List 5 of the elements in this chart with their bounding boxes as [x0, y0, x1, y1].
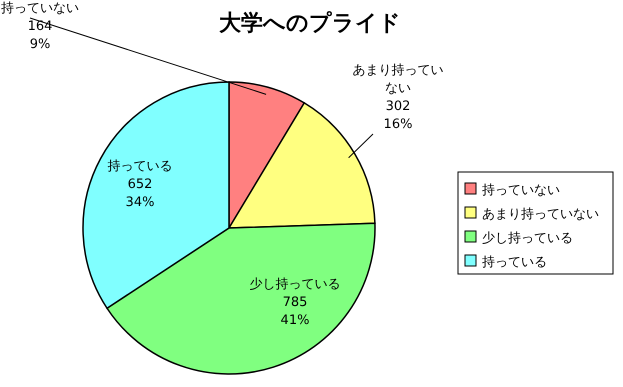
- legend-label: 少し持っている: [482, 231, 573, 246]
- legend-label: あまり持っていない: [482, 207, 599, 222]
- legend-label: 持っていない: [482, 183, 560, 198]
- legend-label: 持っている: [482, 255, 547, 270]
- title: 大学へのプライド: [219, 11, 401, 36]
